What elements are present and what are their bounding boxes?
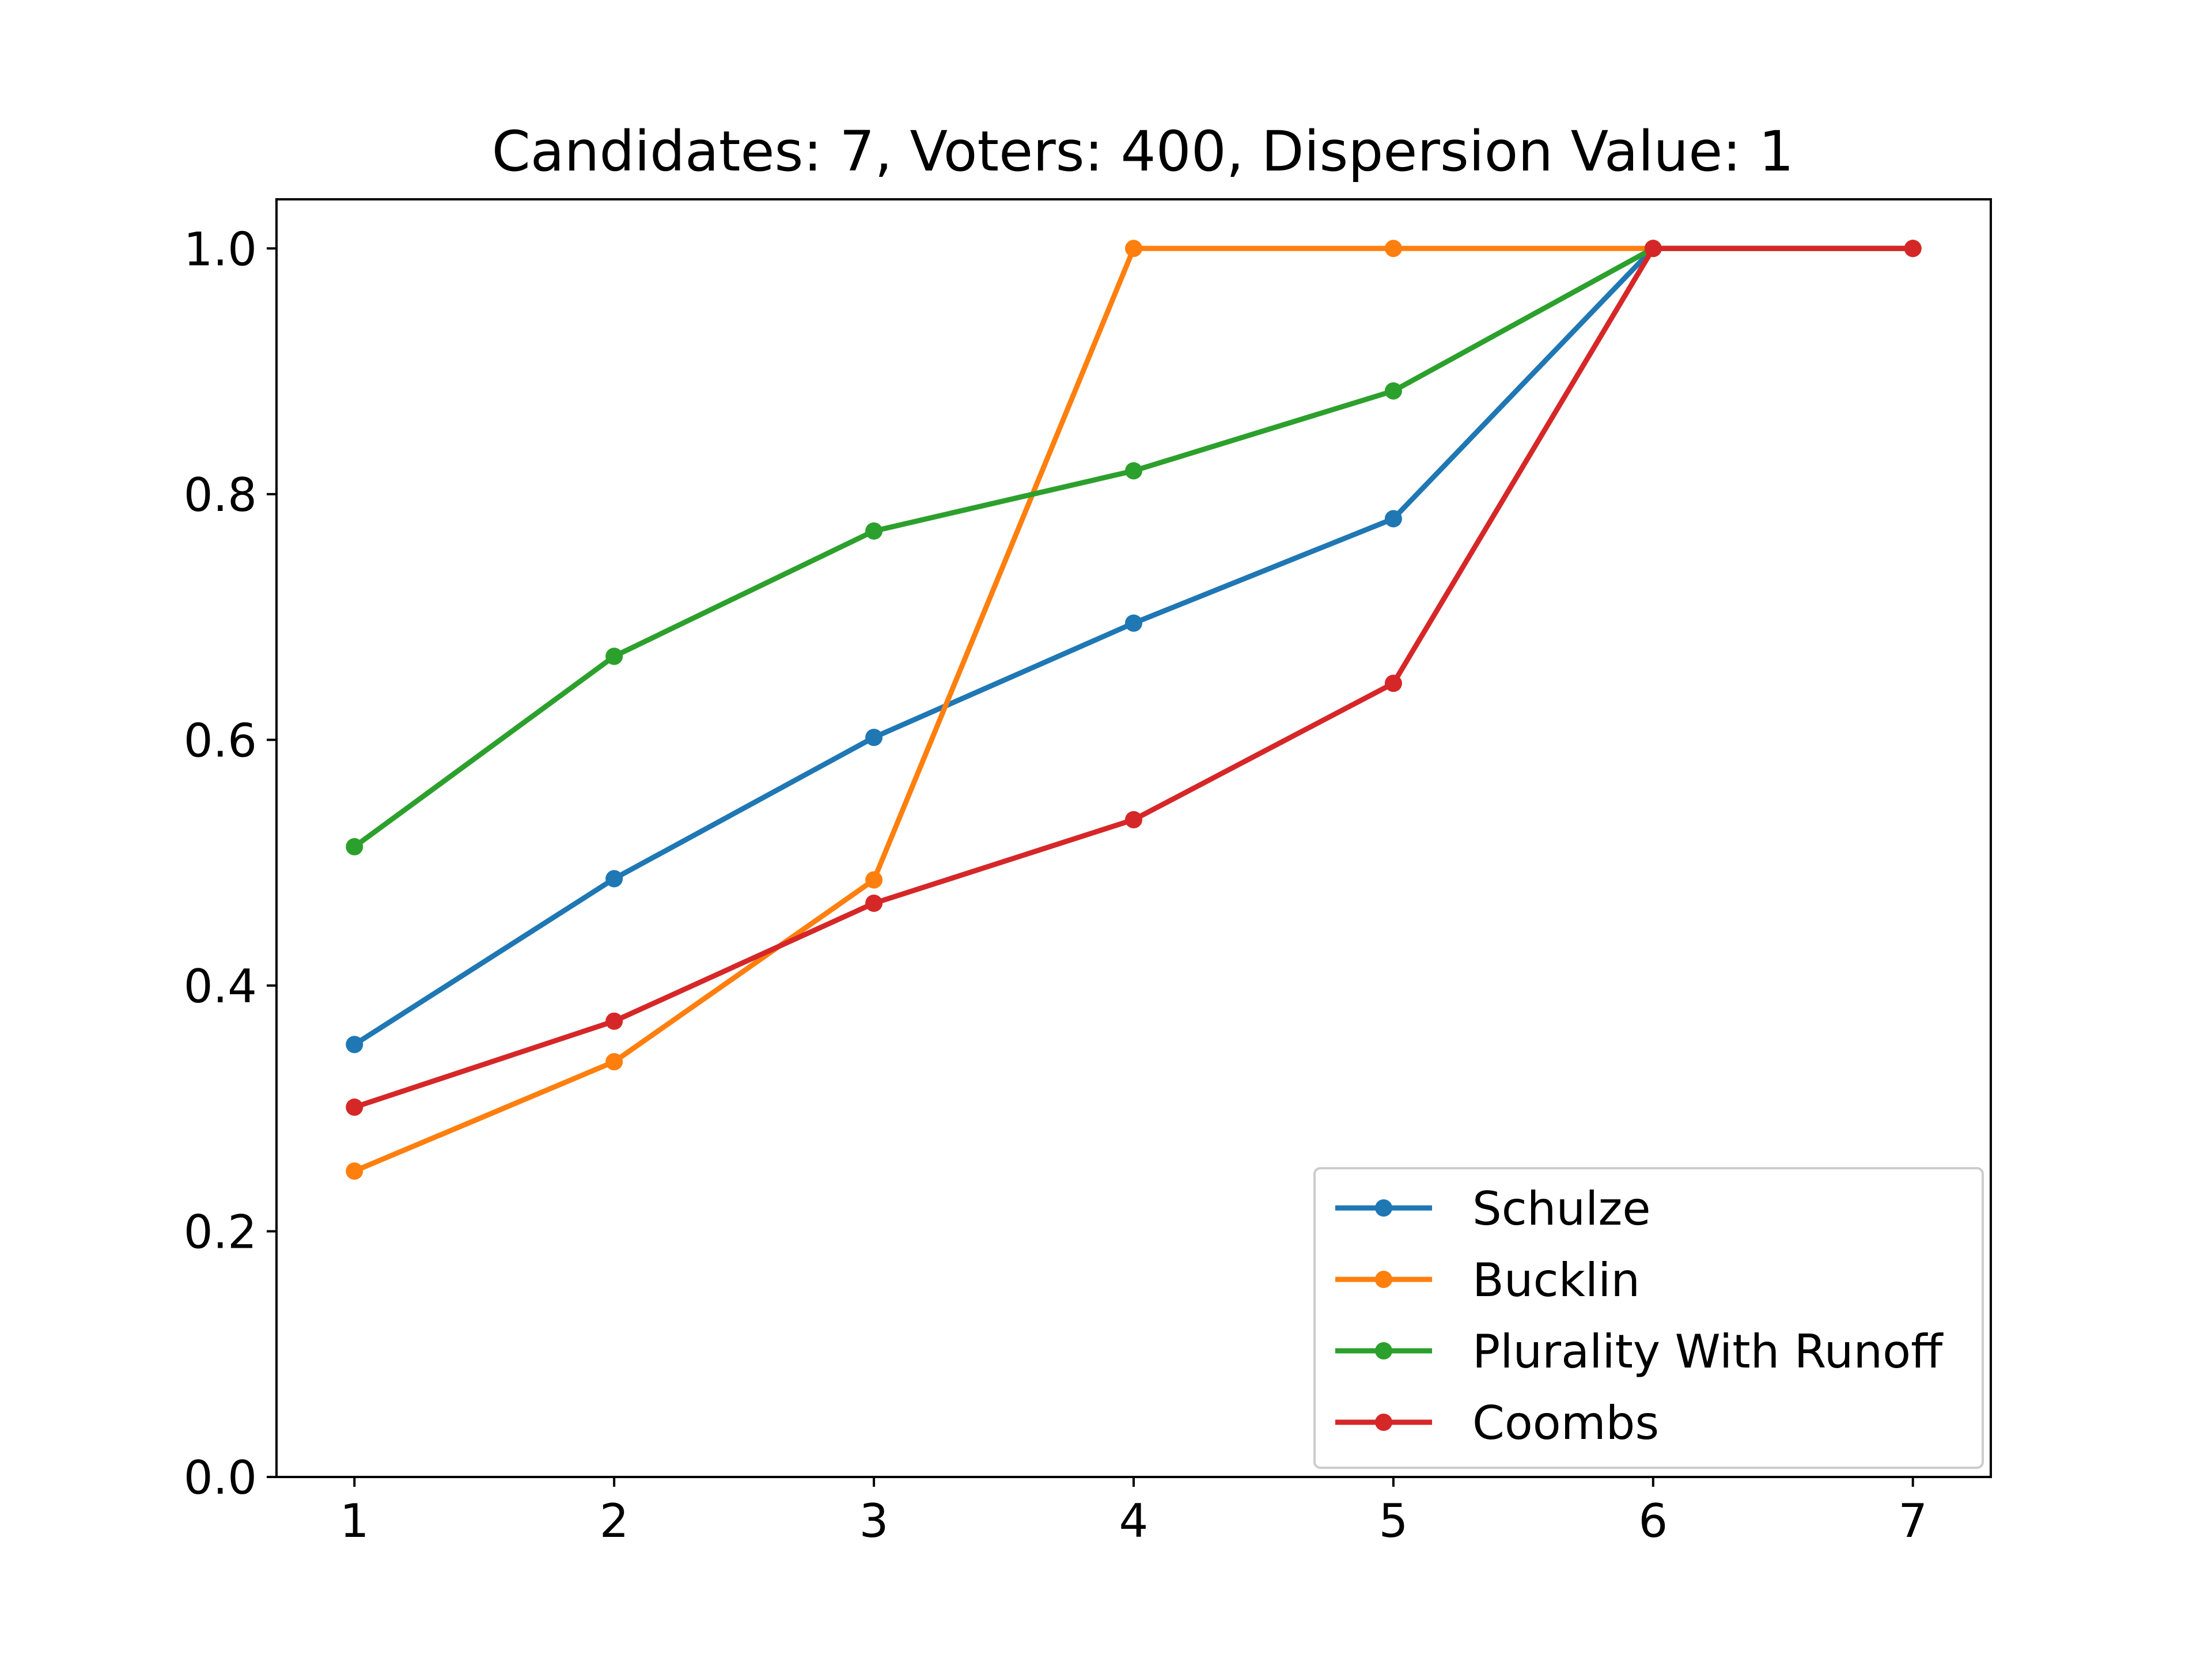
y-tick-label: 0.4 <box>184 960 257 1013</box>
legend-label: Coombs <box>1472 1396 1659 1450</box>
data-point <box>1384 675 1402 692</box>
legend-item: Coombs <box>1335 1396 1659 1450</box>
data-point <box>346 1099 363 1116</box>
data-point <box>605 1053 623 1071</box>
y-tick-label: 0.0 <box>184 1451 257 1505</box>
y-tick-label: 0.2 <box>184 1205 257 1259</box>
legend-label: Plurality With Runoff <box>1472 1325 1944 1378</box>
legend-marker <box>1375 1199 1392 1217</box>
legend-box <box>1313 1167 1984 1469</box>
data-point <box>605 1012 623 1030</box>
data-point <box>1384 382 1402 400</box>
data-point <box>346 838 363 855</box>
x-axis: 1 2 3 4 5 6 7 <box>340 1477 1927 1548</box>
data-point <box>1125 462 1142 480</box>
data-point <box>1125 811 1142 829</box>
chart-title: Candidates: 7, Voters: 400, Dispersion V… <box>492 119 1794 184</box>
data-point <box>865 871 883 889</box>
legend-label: Schulze <box>1472 1182 1651 1236</box>
data-point <box>1904 240 1922 257</box>
data-point <box>605 870 623 888</box>
data-point <box>865 522 883 540</box>
data-point <box>346 1162 363 1180</box>
x-tick-label: 1 <box>340 1494 369 1548</box>
data-point <box>1384 240 1402 257</box>
legend-marker <box>1375 1271 1392 1288</box>
x-tick-label: 2 <box>600 1494 629 1548</box>
y-axis: 0.0 0.2 0.4 0.6 0.8 1.0 <box>184 222 276 1505</box>
legend-item: Plurality With Runoff <box>1335 1325 1944 1378</box>
legend-marker <box>1375 1414 1392 1431</box>
x-tick-label: 4 <box>1119 1494 1149 1548</box>
data-point <box>1384 510 1402 528</box>
data-point <box>865 895 883 912</box>
series-coombs <box>346 240 1922 1116</box>
legend: Schulze Bucklin Plurality With Runoff Coomb… <box>1313 1167 1984 1469</box>
x-tick-label: 3 <box>859 1494 889 1548</box>
data-point <box>1644 240 1662 257</box>
data-point <box>1125 240 1142 257</box>
y-tick-label: 0.8 <box>184 468 257 522</box>
legend-marker <box>1375 1342 1392 1359</box>
data-point <box>346 1036 363 1054</box>
data-point <box>605 647 623 665</box>
series-layer <box>346 240 1922 1180</box>
y-tick-label: 1.0 <box>184 222 257 276</box>
x-tick-label: 7 <box>1898 1494 1927 1548</box>
legend-item: Schulze <box>1335 1182 1651 1236</box>
data-point <box>1125 614 1142 632</box>
legend-item: Bucklin <box>1335 1253 1640 1307</box>
x-tick-label: 5 <box>1378 1494 1408 1548</box>
y-tick-label: 0.6 <box>184 714 257 767</box>
legend-label: Bucklin <box>1472 1253 1640 1307</box>
data-point <box>865 729 883 747</box>
x-tick-label: 6 <box>1638 1494 1668 1548</box>
